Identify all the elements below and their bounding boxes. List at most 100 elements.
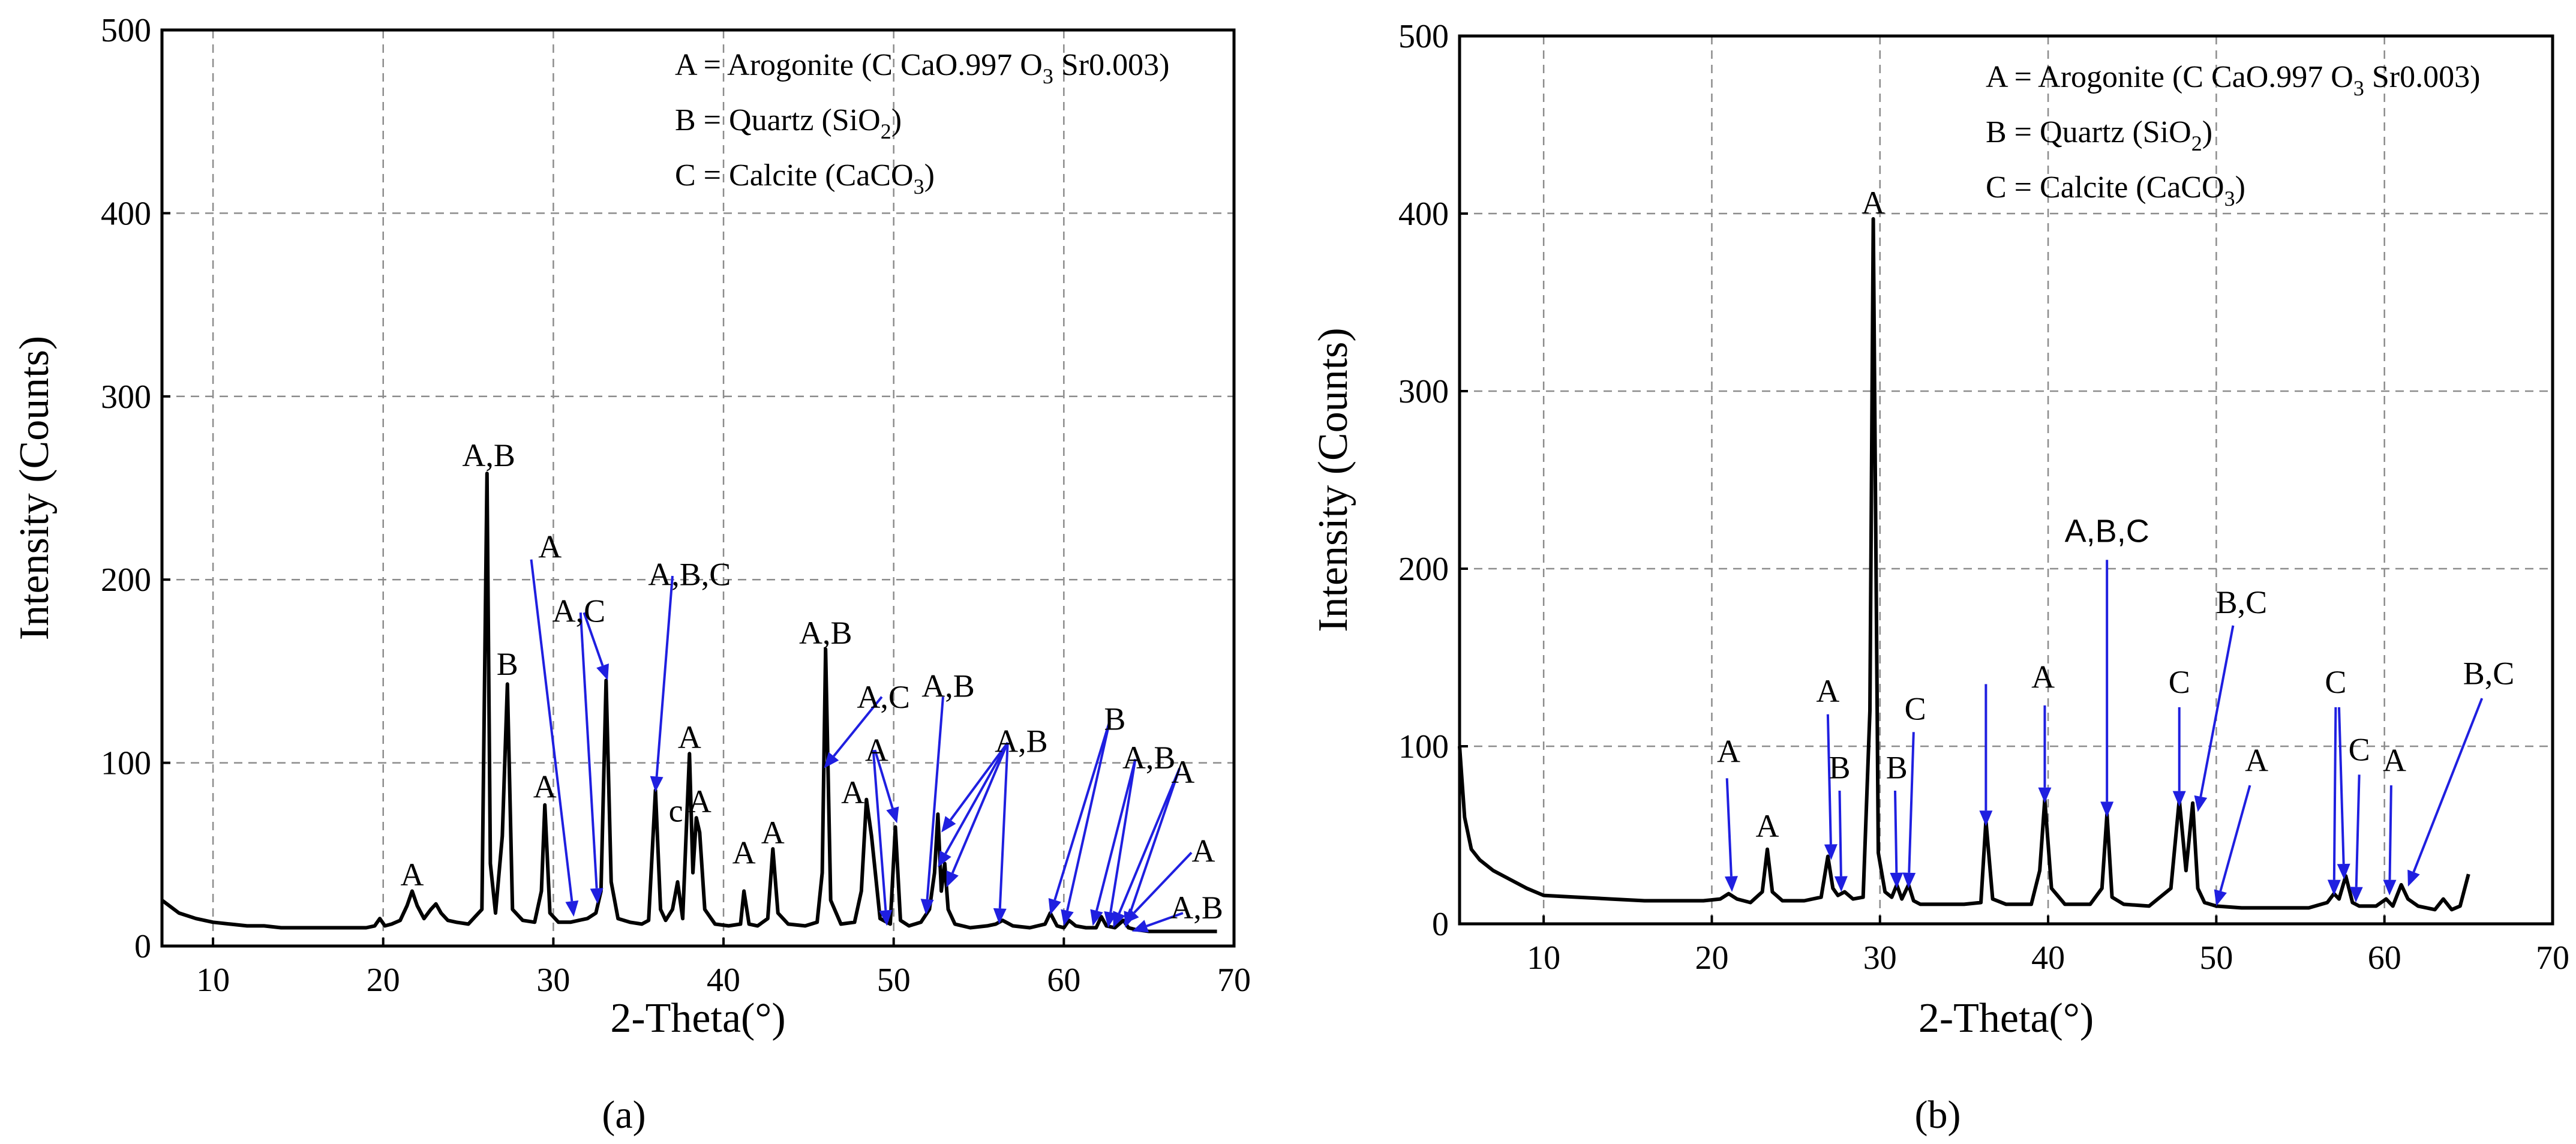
y-tick-label: 400 bbox=[1398, 196, 1449, 233]
peak-label: A,C bbox=[857, 679, 910, 715]
annotation-arrow bbox=[998, 742, 1009, 909]
peak-label: A bbox=[688, 783, 711, 819]
annotation-arrowhead bbox=[2214, 889, 2227, 906]
annotation-arrow bbox=[1109, 759, 1137, 913]
y-tick-label: 200 bbox=[1398, 551, 1449, 588]
annotation-arrow bbox=[833, 696, 883, 757]
plot-frame bbox=[160, 28, 1236, 948]
annotation-arrowhead bbox=[2100, 801, 2114, 818]
annotation-arrowhead bbox=[2172, 791, 2186, 807]
annotation-arrow bbox=[2199, 625, 2235, 797]
legend-entry-text: C = Calcite (CaCO bbox=[1986, 170, 2224, 205]
annotation-arrowhead bbox=[938, 850, 951, 867]
peak-label: A bbox=[1171, 754, 1194, 790]
peak-label: c bbox=[669, 792, 683, 828]
annotation-arrow bbox=[2219, 785, 2251, 891]
peak-label: A,B bbox=[799, 615, 852, 651]
peak-label: B bbox=[1829, 749, 1850, 785]
y-tick-label: 0 bbox=[1432, 906, 1449, 943]
x-tick-label: 40 bbox=[707, 962, 740, 999]
annotation-arrowhead bbox=[920, 899, 934, 915]
x-tick-label: 70 bbox=[2536, 939, 2569, 977]
legend-entry: B = Quartz (SiO2) bbox=[1986, 115, 2212, 155]
legend-entry-subscript: 3 bbox=[2353, 76, 2364, 100]
annotation-arrow bbox=[1118, 767, 1181, 914]
annotation-arrowhead bbox=[596, 663, 609, 681]
peak-label: B bbox=[497, 646, 518, 682]
legend-entry-subscript: 2 bbox=[881, 119, 891, 143]
peak-label: A bbox=[2245, 742, 2268, 778]
y-tick-label: 0 bbox=[134, 928, 151, 965]
y-tick-label: 500 bbox=[101, 12, 151, 49]
peak-label: B,C bbox=[2463, 655, 2515, 691]
annotation-arrow bbox=[1146, 912, 1184, 927]
annotation-arrow bbox=[655, 575, 674, 777]
legend-entry-tail: ) bbox=[2235, 170, 2245, 205]
xrd-series-line bbox=[1458, 217, 2470, 912]
annotation-arrowhead bbox=[2327, 879, 2341, 896]
annotation-arrow bbox=[2355, 774, 2361, 887]
y-tick-label: 500 bbox=[1398, 18, 1449, 55]
annotation-arrow bbox=[1893, 790, 1898, 873]
annotation-arrow bbox=[579, 612, 598, 888]
peak-label: A,B bbox=[462, 437, 515, 473]
annotation-arrow bbox=[583, 612, 604, 666]
peak-label: A bbox=[2031, 659, 2055, 695]
annotation-arrowhead bbox=[1131, 920, 1149, 933]
legend-entry: A = Arogonite (C CaO.997 O3 Sr0.003) bbox=[1986, 60, 2480, 100]
x-tick-label: 10 bbox=[196, 962, 230, 999]
annotation-arrow bbox=[530, 559, 574, 902]
x-tick-label: 70 bbox=[1217, 962, 1251, 999]
legend-entry-subscript: 3 bbox=[2224, 187, 2235, 211]
legend-entry-text: B = Quartz (SiO bbox=[1986, 115, 2191, 149]
y-tick-label: 100 bbox=[1398, 728, 1449, 765]
annotation-arrowhead bbox=[993, 908, 1007, 924]
legend-entry-text: B = Quartz (SiO bbox=[675, 103, 881, 137]
annotation-arrow bbox=[1128, 768, 1181, 914]
annotation-arrow bbox=[873, 749, 894, 809]
legend-entry-tail: Sr0.003) bbox=[2364, 60, 2481, 94]
annotation-arrowhead bbox=[1123, 908, 1139, 924]
y-axis-title: Intensity (Counts) bbox=[11, 336, 58, 640]
peak-label: C bbox=[2169, 664, 2190, 700]
x-tick-label: 50 bbox=[877, 962, 911, 999]
legend-entry-text: A = Arogonite (C CaO.997 O bbox=[1986, 60, 2353, 94]
peak-label: A bbox=[865, 732, 888, 768]
legend-entry: A = Arogonite (C CaO.997 O3 Sr0.003) bbox=[675, 48, 1169, 88]
xrd-series-line bbox=[161, 472, 1217, 933]
peak-label: A,B bbox=[1122, 740, 1176, 776]
annotation-arrowhead bbox=[2407, 869, 2420, 887]
legend-entry-subscript: 2 bbox=[2191, 131, 2202, 155]
legend-entry: B = Quartz (SiO2) bbox=[675, 103, 902, 143]
peak-label: B,C bbox=[2216, 584, 2268, 620]
annotation-arrowhead bbox=[2337, 863, 2350, 879]
annotation-arrowhead bbox=[2383, 879, 2397, 896]
peak-label: A bbox=[533, 769, 557, 805]
peak-label: A,B bbox=[995, 723, 1048, 759]
x-tick-label: 10 bbox=[1527, 939, 1560, 977]
panel-label: (b) bbox=[1915, 1093, 1961, 1137]
annotation-arrowhead bbox=[1724, 876, 1738, 892]
annotation-arrowhead bbox=[2194, 795, 2208, 812]
peak-label: A bbox=[538, 529, 562, 565]
peak-label: A bbox=[1191, 833, 1215, 869]
peak-label: A bbox=[2383, 742, 2406, 778]
x-tick-label: 20 bbox=[1695, 939, 1728, 977]
peak-label: C bbox=[1905, 691, 1926, 727]
legend-entry: C = Calcite (CaCO3) bbox=[1986, 170, 2245, 211]
annotation-arrowhead bbox=[1090, 909, 1103, 926]
legend-entry-subscript: 3 bbox=[914, 175, 924, 199]
annotation-arrowhead bbox=[590, 888, 604, 904]
x-tick-label: 60 bbox=[2368, 939, 2401, 977]
x-axis-title: 2-Theta(°) bbox=[610, 995, 785, 1041]
annotation-arrowhead bbox=[1048, 897, 1061, 915]
legend-entry-subscript: 3 bbox=[1043, 64, 1053, 88]
x-axis-title: 2-Theta(°) bbox=[1919, 995, 2094, 1041]
annotation-arrowhead bbox=[1890, 872, 1904, 888]
annotation-arrowhead bbox=[2349, 887, 2363, 903]
annotation-arrow bbox=[1908, 732, 1915, 873]
annotation-arrowhead bbox=[1834, 876, 1848, 892]
y-tick-label: 300 bbox=[1398, 373, 1449, 410]
x-tick-label: 40 bbox=[2031, 939, 2065, 977]
annotation-arrow bbox=[2332, 707, 2337, 880]
